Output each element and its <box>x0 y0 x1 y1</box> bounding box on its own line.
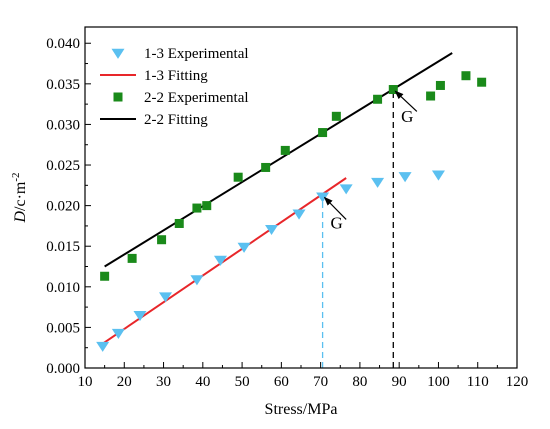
data-point <box>388 85 398 95</box>
data-point <box>265 224 279 236</box>
y-tick-label: 0.010 <box>46 280 80 296</box>
x-tick-label: 40 <box>195 374 210 390</box>
data-point <box>190 275 204 286</box>
legend-entry: 2-2 Fitting <box>144 112 208 128</box>
data-point <box>213 255 227 266</box>
y-tick-label: 0.035 <box>46 77 80 93</box>
x-tick-label: 110 <box>467 374 489 390</box>
data-point <box>174 218 184 228</box>
annotation-arrow <box>323 196 347 220</box>
y-axis-title-unit: /c·m <box>12 181 29 211</box>
data-point <box>431 170 445 181</box>
annotations: GG <box>323 90 418 232</box>
annotation-label: G <box>401 107 413 126</box>
data-point <box>435 80 445 90</box>
x-tick-label: 120 <box>506 374 529 390</box>
data-point <box>192 203 202 213</box>
legend-swatch <box>111 48 125 59</box>
y-axis-title-symbol: D <box>12 211 29 224</box>
data-point <box>261 162 271 172</box>
y-axis-title: D/c·m-2 <box>10 172 29 223</box>
data-point <box>100 271 110 281</box>
x-tick-label: 50 <box>235 374 250 390</box>
data-point <box>133 311 147 322</box>
data-point <box>233 172 243 182</box>
y-tick-label: 0.040 <box>46 36 80 52</box>
x-tick-label: 30 <box>156 374 171 390</box>
data-point <box>461 71 471 81</box>
legend: 1-3 Experimental 1-3 Fitting 2-2 Experimen… <box>100 46 249 128</box>
y-tick-label: 0.030 <box>46 117 80 133</box>
y-tick-label: 0.020 <box>46 199 80 215</box>
data-point <box>398 172 412 183</box>
y-tick-label: 0.005 <box>46 320 80 336</box>
data-point <box>331 111 341 121</box>
data-point <box>292 209 306 220</box>
annotation-label: G <box>330 213 342 232</box>
data-point <box>371 177 385 188</box>
data-point <box>477 77 487 87</box>
x-axis-title: Stress/MPa <box>265 401 338 418</box>
x-axis-ticks: 10 20 30 40 50 60 70 80 90 100 110 120 <box>78 362 529 390</box>
reference-lines <box>321 89 394 368</box>
x-tick-label: 20 <box>117 374 132 390</box>
data-point <box>157 235 167 245</box>
legend-entry: 1-3 Fitting <box>144 68 208 84</box>
data-point <box>111 328 125 339</box>
legend-entry: 1-3 Experimental <box>144 46 249 62</box>
fit-line <box>104 52 453 268</box>
x-tick-label: 90 <box>392 374 407 390</box>
x-tick-label: 80 <box>352 374 367 390</box>
y-axis-ticks: 0.000 0.005 0.010 0.015 0.020 0.025 0.030 0.035… <box>46 36 91 377</box>
data-point <box>127 253 137 263</box>
x-tick-label: 70 <box>313 374 328 390</box>
data-point <box>339 184 353 195</box>
x-tick-label: 10 <box>78 374 93 390</box>
x-tick-label: 100 <box>427 374 450 390</box>
data-point <box>159 292 173 303</box>
data-point <box>237 242 251 253</box>
y-axis-title-exponent: -2 <box>10 172 22 181</box>
y-tick-label: 0.015 <box>46 239 80 255</box>
legend-swatch <box>113 92 123 102</box>
legend-entry: 2-2 Experimental <box>144 90 249 106</box>
data-point <box>280 145 290 155</box>
data-point <box>318 128 328 138</box>
data-point <box>426 91 436 101</box>
data-point <box>373 94 383 104</box>
data-points <box>96 71 487 352</box>
annotation-arrow <box>394 90 418 112</box>
x-tick-label: 60 <box>274 374 289 390</box>
fit-line <box>102 177 347 345</box>
y-tick-label: 0.025 <box>46 158 80 174</box>
data-point <box>202 201 212 211</box>
data-point <box>316 192 330 203</box>
y-tick-label: 0.000 <box>46 361 80 377</box>
data-point <box>96 341 110 352</box>
